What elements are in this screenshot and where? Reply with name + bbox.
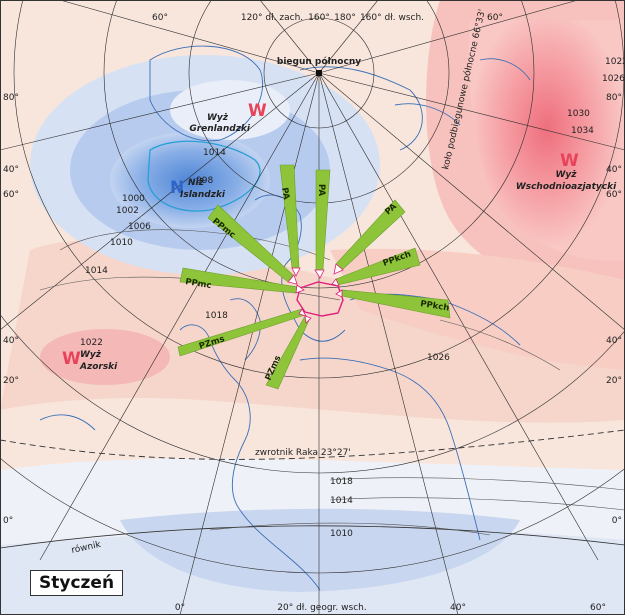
bottom-label: 60° [590,603,606,613]
air-mass-label: PPkch [420,299,450,313]
pole-marker [316,70,322,76]
azores-high [40,329,170,385]
isobar-998-line [147,140,261,212]
center-name: Wyż [207,113,229,123]
right-label: 80° [606,93,622,103]
left-label: 80° [3,93,19,103]
equator-line [0,525,625,549]
isobar-label: 1022 [80,338,103,348]
isobar-label: 1026 [602,74,625,84]
arrow-heads [287,263,344,324]
top-label: 60° [152,13,168,23]
band-subtropical [0,239,625,423]
isobar-lines [39,229,625,536]
center-name: Wschodnioazjatycki [516,182,617,192]
isobar-label: 1030 [567,109,590,119]
left-label: 40° [3,336,19,346]
right-label: 0° [612,516,622,526]
center-name: Islandzki [180,190,226,200]
right-label: 60° [606,190,622,200]
left-label: 20° [3,376,19,386]
isobar-label: 1026 [427,353,450,363]
center-letter: W [248,101,267,121]
bottom-label: 40° [450,603,466,613]
top-label: 160° [308,13,330,23]
isobar-label: 1010 [110,238,133,248]
isobar-label: 1000 [122,194,145,204]
air-mass-label: PPmc [185,277,213,291]
asian-high [468,20,625,261]
center-letter: N [170,178,184,198]
air-mass-label: PA [279,187,291,201]
air-mass-label: PA [316,184,326,196]
bottom-label: 0° [175,603,185,613]
left-label: 60° [3,190,19,200]
center-letter: W [560,151,579,171]
top-label: 60° [487,13,503,23]
isobar-label: 1006 [128,222,151,232]
air-mass-arrows [177,164,451,390]
isobar-label: 1018 [330,477,353,487]
left-label: 40° [3,165,19,175]
center-name: Grenlandzki [189,124,251,134]
isobar-label: 1034 [571,126,594,136]
isobar-label: 1014 [203,148,226,158]
isobar-label: 1018 [205,311,228,321]
center-name: Niż [188,178,205,188]
isobar-label: 1014 [330,496,353,506]
right-label: 40° [606,336,622,346]
top-label: 180° [334,13,356,23]
pole-label: biegun północny [277,56,361,67]
low-equator [120,508,520,592]
right-label: 40° [606,165,622,175]
top-label: 160° dł. wsch. [360,13,424,23]
isobar-label: 1010 [330,529,353,539]
arrow-ppmc-1 [207,204,294,283]
isobar-label: 1022 [605,57,625,67]
center-letter: W [62,349,81,369]
isobar-label: 1002 [116,206,139,216]
tropic-line [0,429,625,460]
center-name: Wyż [80,350,102,360]
poland-border [296,281,344,317]
high-tongue [330,248,625,370]
center-name: Wyż [555,170,577,180]
coastlines [39,45,531,591]
right-label: 20° [606,376,622,386]
left-label: 0° [3,516,13,526]
isobar-label: 998 [196,176,213,186]
tropic-label: zwrotnik Raka 23°27' [255,448,351,458]
isobar-label: 1014 [85,266,108,276]
center-name: Azorski [79,362,118,372]
map-title: Styczeń [30,570,124,596]
bottom-label: 20° dł. geogr. wsch. [277,603,366,613]
top-label: 120° dł. zach. [241,13,303,23]
